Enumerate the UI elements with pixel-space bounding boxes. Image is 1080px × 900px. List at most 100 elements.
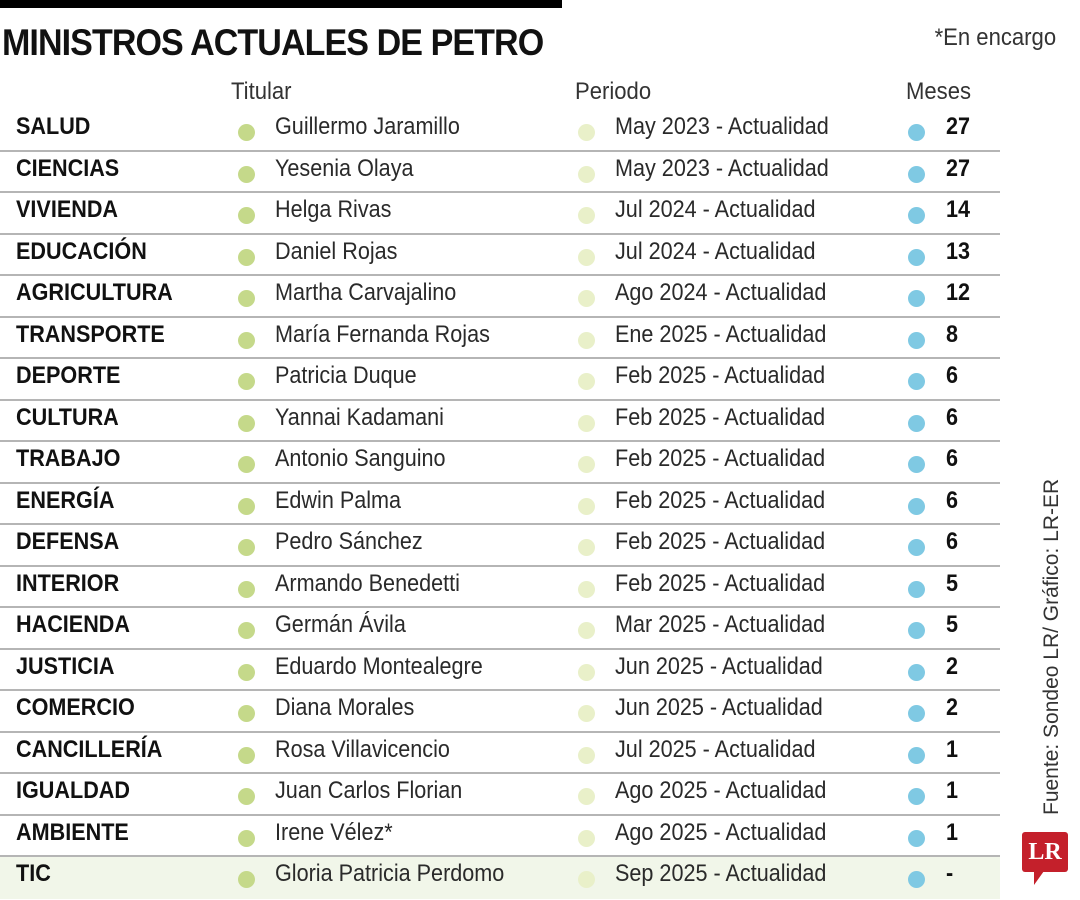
period-value: Jul 2024 - Actualidad: [615, 237, 816, 265]
period-value: Feb 2025 - Actualidad: [615, 362, 826, 389]
periodo-dot-icon: [578, 829, 595, 847]
titular-dot-icon: [238, 622, 255, 639]
table-row: SALUD Guillermo Jaramillo May 2023 - Actua…: [0, 110, 1000, 152]
periodo-dot-icon: [578, 788, 595, 805]
meses-dot-icon: [908, 871, 925, 888]
titular-dot-icon: [238, 331, 255, 349]
minister-name: Juan Carlos Florian: [275, 777, 463, 804]
period-value: Jul 2024 - Actualidad: [615, 196, 816, 223]
minister-name: Rosa Villavicencio: [275, 735, 450, 763]
minister-name: Guillermo Jaramillo: [275, 113, 460, 140]
period-value: Mar 2025 - Actualidad: [615, 611, 826, 638]
ministry-label: AMBIENTE: [16, 818, 129, 846]
meses-dot-icon: [908, 539, 925, 556]
titular-dot-icon: [238, 705, 255, 722]
table-row: DEFENSA Pedro Sánchez Feb 2025 - Actualida…: [0, 525, 1000, 567]
titular-dot-icon: [238, 414, 255, 432]
meses-dot-icon: [908, 373, 925, 390]
titular-dot-icon: [238, 207, 255, 224]
minister-name: Helga Rivas: [275, 196, 392, 223]
minister-name: Martha Carvajalino: [275, 279, 457, 306]
period-value: May 2023 - Actualidad: [615, 154, 829, 182]
table-row: INTERIOR Armando Benedetti Feb 2025 - Actu…: [0, 567, 1000, 608]
ministry-label: TRABAJO: [16, 445, 121, 472]
table-row: EDUCACIÓN Daniel Rojas Jul 2024 - Actualid…: [0, 235, 1000, 276]
period-value: Ago 2025 - Actualidad: [615, 777, 827, 804]
table-row: CULTURA Yannai Kadamani Feb 2025 - Actuali…: [0, 401, 1000, 442]
table-row: CIENCIAS Yesenia Olaya May 2023 - Actualid…: [0, 152, 1000, 193]
titular-dot-icon: [238, 829, 255, 847]
ministry-label: DEFENSA: [16, 528, 120, 555]
months-value: 13: [946, 237, 971, 265]
meses-dot-icon: [908, 497, 925, 515]
table-row: DEPORTE Patricia Duque Feb 2025 - Actualid…: [0, 359, 1000, 401]
meses-dot-icon: [908, 290, 925, 307]
titular-dot-icon: [238, 290, 255, 307]
minister-name: María Fernanda Rojas: [275, 320, 490, 348]
period-value: Sep 2025 - Actualidad: [615, 860, 827, 887]
months-value: 1: [946, 735, 959, 763]
period-value: Jul 2025 - Actualidad: [615, 735, 816, 763]
ministry-label: SALUD: [16, 113, 91, 140]
periodo-dot-icon: [578, 290, 595, 307]
chart-title: MINISTROS ACTUALES DE PETRO: [2, 22, 544, 63]
months-value: 12: [946, 279, 971, 306]
minister-name: Yesenia Olaya: [275, 154, 414, 182]
minister-name: Edwin Palma: [275, 486, 402, 514]
source-credit: Fuente: Sondeo LR/ Gráfico: LR-ER: [1040, 478, 1063, 815]
months-value: 6: [946, 403, 959, 431]
ministry-label: JUSTICIA: [16, 652, 115, 680]
table-row: HACIENDA Germán Ávila Mar 2025 - Actualida…: [0, 608, 1000, 650]
months-value: 8: [946, 320, 959, 348]
table-row: CANCILLERÍA Rosa Villavicencio Jul 2025 - …: [0, 733, 1000, 774]
ministry-label: INTERIOR: [16, 569, 120, 597]
meses-dot-icon: [908, 622, 925, 639]
periodo-dot-icon: [578, 705, 595, 722]
ministry-label: DEPORTE: [16, 362, 121, 389]
meses-dot-icon: [908, 248, 925, 266]
ministry-label: TIC: [16, 860, 51, 887]
minister-name: Eduardo Montealegre: [275, 652, 483, 680]
meses-dot-icon: [908, 207, 925, 224]
months-value: 14: [946, 196, 971, 223]
months-value: 2: [946, 652, 959, 680]
months-value: 6: [946, 445, 959, 472]
months-value: -: [946, 860, 954, 887]
minister-name: Yannai Kadamani: [275, 403, 444, 431]
periodo-dot-icon: [578, 124, 595, 141]
titular-dot-icon: [238, 580, 255, 598]
ministry-label: ENERGÍA: [16, 486, 115, 514]
period-value: Feb 2025 - Actualidad: [615, 528, 826, 555]
meses-dot-icon: [908, 124, 925, 141]
footnote-en-encargo: *En encargo: [934, 24, 1056, 51]
meses-dot-icon: [908, 829, 925, 847]
ministry-label: IGUALDAD: [16, 777, 130, 804]
periodo-dot-icon: [578, 456, 595, 473]
ministry-label: TRANSPORTE: [16, 320, 165, 348]
titular-dot-icon: [238, 871, 255, 888]
ministry-label: EDUCACIÓN: [16, 237, 147, 265]
months-value: 1: [946, 818, 959, 846]
period-value: Feb 2025 - Actualidad: [615, 486, 826, 514]
lr-logo: LR: [1022, 832, 1068, 885]
periodo-dot-icon: [578, 871, 595, 888]
table-row: AGRICULTURA Martha Carvajalino Ago 2024 - …: [0, 276, 1000, 318]
ministry-label: COMERCIO: [16, 694, 135, 721]
column-header-periodo: Periodo: [575, 78, 652, 105]
meses-dot-icon: [908, 788, 925, 805]
title-bar: [0, 0, 562, 8]
period-value: Ago 2025 - Actualidad: [615, 818, 827, 846]
titular-dot-icon: [238, 788, 255, 805]
months-value: 6: [946, 486, 959, 514]
meses-dot-icon: [908, 414, 925, 432]
table-row: JUSTICIA Eduardo Montealegre Jun 2025 - Ac…: [0, 650, 1000, 691]
minister-name: Gloria Patricia Perdomo: [275, 860, 505, 887]
period-value: Feb 2025 - Actualidad: [615, 445, 826, 472]
meses-dot-icon: [908, 331, 925, 349]
titular-dot-icon: [238, 663, 255, 681]
titular-dot-icon: [238, 165, 255, 183]
meses-dot-icon: [908, 165, 925, 183]
meses-dot-icon: [908, 663, 925, 681]
periodo-dot-icon: [578, 165, 595, 183]
meses-dot-icon: [908, 456, 925, 473]
